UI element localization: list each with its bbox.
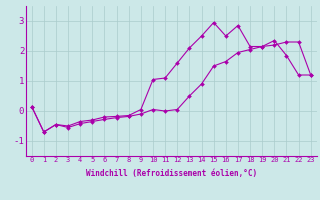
X-axis label: Windchill (Refroidissement éolien,°C): Windchill (Refroidissement éolien,°C) <box>86 169 257 178</box>
